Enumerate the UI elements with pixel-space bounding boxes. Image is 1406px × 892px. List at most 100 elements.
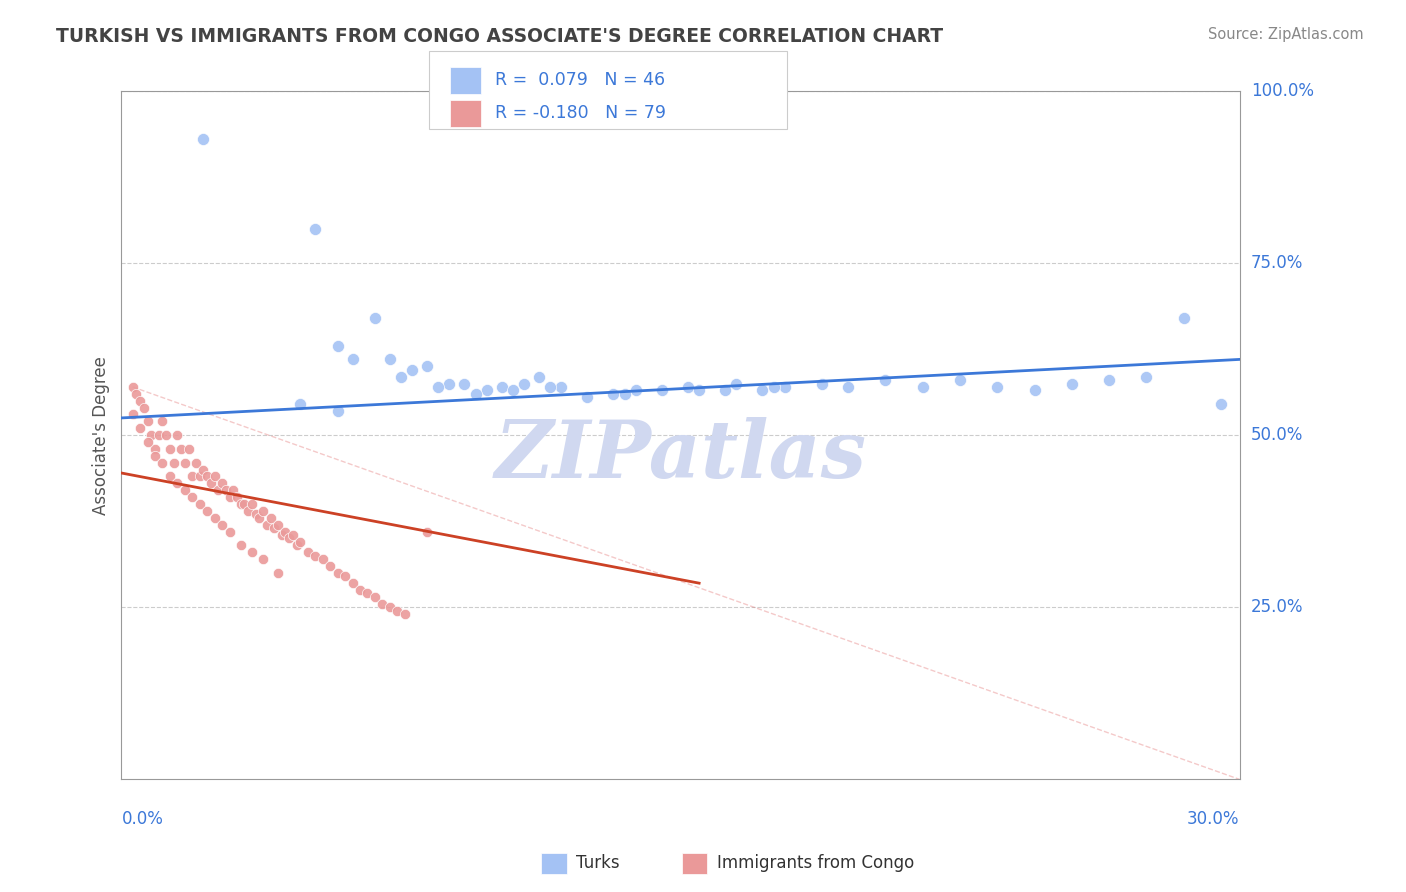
Text: R = -0.180   N = 79: R = -0.180 N = 79 (495, 104, 666, 122)
Point (326, 404, 349, 418)
Point (143, 449, 166, 463)
Point (464, 387, 486, 401)
Point (491, 380, 513, 394)
Point (143, 442, 166, 456)
Point (181, 490, 204, 504)
Point (173, 456, 195, 470)
Point (129, 393, 152, 408)
Point (170, 442, 193, 456)
Point (394, 607, 416, 622)
Point (1098, 373, 1121, 387)
Point (751, 384, 773, 398)
Text: Immigrants from Congo: Immigrants from Congo (717, 855, 914, 872)
Point (714, 384, 737, 398)
Point (550, 380, 572, 394)
Point (290, 397, 312, 411)
Point (200, 476, 222, 491)
Text: ZIPatlas: ZIPatlas (495, 417, 866, 494)
Point (211, 517, 233, 532)
Point (416, 359, 439, 374)
Text: Turks: Turks (576, 855, 620, 872)
Point (136, 414, 159, 428)
Point (166, 428, 188, 442)
Point (256, 517, 278, 532)
Point (270, 528, 292, 542)
Point (986, 380, 1008, 394)
Point (576, 390, 599, 404)
Point (1173, 311, 1195, 326)
Text: 0.0%: 0.0% (121, 810, 163, 828)
Point (267, 517, 290, 532)
Point (121, 408, 143, 422)
Point (453, 376, 475, 391)
Point (401, 363, 423, 377)
Point (1024, 384, 1046, 398)
Point (439, 376, 461, 391)
Point (233, 497, 256, 511)
Point (240, 497, 263, 511)
Text: 50.0%: 50.0% (1251, 426, 1303, 444)
Point (240, 545, 263, 559)
Point (245, 508, 267, 522)
Point (513, 376, 536, 391)
Point (222, 483, 245, 498)
Point (688, 384, 710, 398)
Point (378, 600, 401, 615)
Point (141, 428, 163, 442)
Point (378, 352, 401, 367)
Point (211, 476, 233, 491)
Point (267, 566, 290, 580)
Point (342, 576, 364, 591)
Point (427, 380, 450, 394)
Point (1135, 369, 1157, 384)
Point (342, 352, 364, 367)
Point (136, 435, 159, 450)
Point (195, 469, 218, 483)
Text: 100.0%: 100.0% (1251, 82, 1313, 100)
Point (725, 376, 748, 391)
Point (247, 510, 270, 524)
Point (527, 369, 550, 384)
Point (177, 442, 200, 456)
Point (281, 528, 304, 542)
Point (1209, 397, 1232, 411)
Point (333, 569, 356, 583)
Text: Source: ZipAtlas.com: Source: ZipAtlas.com (1208, 27, 1364, 42)
Point (312, 552, 335, 566)
Point (326, 566, 349, 580)
Point (121, 380, 143, 394)
Point (624, 384, 647, 398)
Point (193, 132, 215, 146)
Point (148, 428, 170, 442)
Point (152, 414, 174, 428)
Point (651, 384, 673, 398)
Point (132, 401, 155, 415)
Point (226, 490, 249, 504)
Point (811, 376, 834, 391)
Text: TURKISH VS IMMIGRANTS FROM CONGO ASSOCIATE'S DEGREE CORRELATION CHART: TURKISH VS IMMIGRANTS FROM CONGO ASSOCIA… (56, 27, 943, 45)
Point (364, 590, 387, 604)
Point (773, 380, 796, 394)
Point (326, 338, 349, 352)
Point (278, 532, 301, 546)
Point (229, 538, 252, 552)
Point (162, 456, 184, 470)
Point (259, 510, 281, 524)
Point (193, 462, 215, 476)
Point (911, 380, 934, 394)
Point (238, 504, 260, 518)
Y-axis label: Associate's Degree: Associate's Degree (93, 356, 110, 515)
Point (389, 369, 412, 384)
Point (387, 604, 409, 618)
Point (188, 469, 211, 483)
Point (837, 380, 859, 394)
Point (285, 538, 308, 552)
Point (875, 373, 897, 387)
Point (356, 586, 378, 600)
Point (319, 558, 342, 573)
Point (349, 582, 371, 597)
Point (949, 373, 972, 387)
Point (173, 483, 195, 498)
Point (207, 483, 229, 498)
Point (129, 421, 152, 435)
